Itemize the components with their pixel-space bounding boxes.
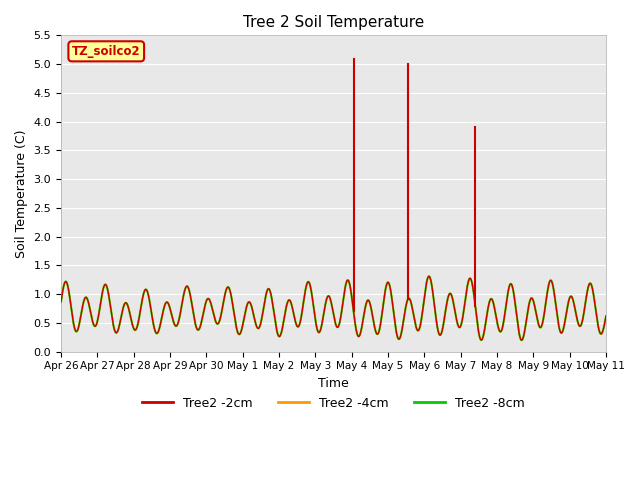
Y-axis label: Soil Temperature (C): Soil Temperature (C)	[15, 129, 28, 258]
Text: TZ_soilco2: TZ_soilco2	[72, 45, 141, 58]
X-axis label: Time: Time	[318, 377, 349, 390]
Legend: Tree2 -2cm, Tree2 -4cm, Tree2 -8cm: Tree2 -2cm, Tree2 -4cm, Tree2 -8cm	[137, 392, 530, 415]
Title: Tree 2 Soil Temperature: Tree 2 Soil Temperature	[243, 15, 424, 30]
